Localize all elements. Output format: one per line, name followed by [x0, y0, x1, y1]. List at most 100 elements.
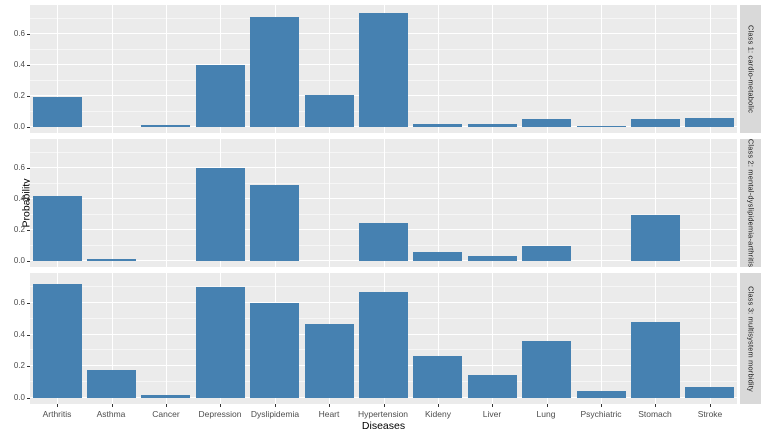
y-tick-mark [27, 398, 30, 399]
x-tick-label: Hypertension [357, 409, 409, 419]
x-axis-title: Diseases [361, 420, 406, 432]
x-tick-label: Dyslipidemia [250, 409, 300, 419]
grid-line-vertical [547, 139, 548, 267]
y-tick-mark [27, 335, 30, 336]
y-tick-label: 0.4 [13, 60, 25, 69]
x-tick-mark [438, 404, 439, 407]
y-tick-mark [27, 168, 30, 169]
grid-line-vertical [112, 139, 113, 267]
grid-line-vertical [492, 139, 493, 267]
bar-stroke [685, 118, 734, 127]
facet-strip-label: Class 3: multisystem morbidity [746, 285, 755, 392]
bar-hypertension [359, 13, 408, 127]
y-tick-mark [27, 261, 30, 262]
x-tick-mark [384, 404, 385, 407]
bar-asthma [87, 370, 136, 398]
grid-line-vertical [492, 273, 493, 404]
bar-liver [468, 256, 517, 261]
grid-line-minor [30, 152, 737, 153]
bar-cancer [141, 395, 190, 398]
grid-line-vertical [655, 139, 656, 267]
facet-strip: Class 1: cardio-metabolic [740, 5, 761, 133]
bar-stomach [631, 322, 680, 398]
bar-depression [196, 287, 245, 398]
bar-hypertension [359, 223, 408, 261]
bar-lung [522, 341, 571, 398]
grid-line-vertical [710, 139, 711, 267]
facet-strip-label: Class 1: cardio-metabolic [746, 25, 755, 113]
x-tick-label: Asthma [96, 409, 126, 419]
y-tick-label: 0.6 [13, 298, 25, 307]
grid-line-vertical [384, 139, 385, 267]
y-tick-label: 0.2 [13, 91, 25, 100]
bar-heart [305, 324, 354, 398]
x-tick-label: Heart [318, 409, 340, 419]
x-tick-mark [547, 404, 548, 407]
x-tick-label: Cancer [152, 409, 180, 419]
y-tick-label: 0.6 [13, 29, 25, 38]
grid-line-vertical [166, 273, 167, 404]
bar-heart [305, 95, 354, 127]
bar-arthritis [33, 196, 82, 261]
grid-line-vertical [438, 273, 439, 404]
grid-line-minor [30, 286, 737, 287]
x-tick-label: Arthritis [42, 409, 72, 419]
facet-strip-label: Class 2: mental-dyslipidemia-arthritis [746, 139, 755, 267]
grid-line-vertical [438, 5, 439, 133]
y-tick-label: 0.6 [13, 163, 25, 172]
grid-line-vertical [438, 139, 439, 267]
grid-line-vertical [601, 273, 602, 404]
x-tick-mark [710, 404, 711, 407]
grid-line-vertical [112, 273, 113, 404]
bar-stroke [685, 387, 734, 398]
x-tick-mark [492, 404, 493, 407]
y-tick-label: 0.4 [13, 330, 25, 339]
bar-dyslipidemia [250, 17, 299, 127]
x-tick-label: Lung [536, 409, 556, 419]
x-tick-label: Stomach [638, 409, 672, 419]
x-tick-mark [655, 404, 656, 407]
bar-arthritis [33, 97, 82, 127]
bar-depression [196, 168, 245, 261]
facet-strip: Class 3: multisystem morbidity [740, 273, 761, 404]
facet-panel [30, 273, 737, 404]
facet-panel [30, 139, 737, 267]
bar-kideny [413, 124, 462, 127]
grid-line-major [30, 198, 737, 199]
bar-liver [468, 124, 517, 127]
y-tick-label: 0.4 [13, 194, 25, 203]
bar-lung [522, 119, 571, 127]
bar-liver [468, 375, 517, 398]
x-tick-mark [601, 404, 602, 407]
y-tick-mark [27, 303, 30, 304]
bar-psychiatric [577, 391, 626, 398]
bar-lung [522, 246, 571, 261]
y-tick-label: 0.2 [13, 361, 25, 370]
grid-line-vertical [166, 139, 167, 267]
y-tick-mark [27, 34, 30, 35]
bar-dyslipidemia [250, 303, 299, 398]
grid-line-vertical [710, 273, 711, 404]
bar-kideny [413, 252, 462, 261]
bar-stomach [631, 119, 680, 127]
x-tick-label: Depression [198, 409, 242, 419]
grid-line-vertical [329, 139, 330, 267]
y-tick-mark [27, 127, 30, 128]
x-tick-mark [166, 404, 167, 407]
y-tick-mark [27, 65, 30, 66]
y-tick-mark [27, 199, 30, 200]
grid-line-minor [30, 214, 737, 215]
grid-line-vertical [601, 139, 602, 267]
bar-cancer [141, 125, 190, 127]
y-tick-mark [27, 366, 30, 367]
grid-line-vertical [492, 5, 493, 133]
x-tick-mark [112, 404, 113, 407]
bar-depression [196, 65, 245, 127]
grid-line-vertical [329, 5, 330, 133]
x-tick-label: Liver [482, 409, 502, 419]
grid-line-vertical [166, 5, 167, 133]
x-tick-label: Kideny [425, 409, 451, 419]
grid-line-vertical [57, 5, 58, 133]
grid-line-vertical [655, 5, 656, 133]
